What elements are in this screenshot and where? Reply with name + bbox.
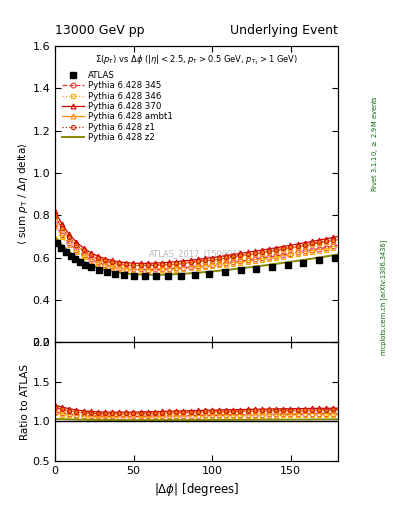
Text: Rivet 3.1.10, $\geq$ 2.9M events: Rivet 3.1.10, $\geq$ 2.9M events bbox=[370, 95, 380, 192]
Text: mcplots.cern.ch [arXiv:1306.3436]: mcplots.cern.ch [arXiv:1306.3436] bbox=[380, 239, 387, 355]
Legend: ATLAS, Pythia 6.428 345, Pythia 6.428 346, Pythia 6.428 370, Pythia 6.428 ambt1,: ATLAS, Pythia 6.428 345, Pythia 6.428 34… bbox=[62, 71, 173, 142]
Y-axis label: $\langle$ sum $p_\mathrm{T}$ / $\Delta\eta$ delta$\rangle$: $\langle$ sum $p_\mathrm{T}$ / $\Delta\e… bbox=[16, 143, 29, 245]
Text: $\Sigma(p_\mathrm{T})$ vs $\Delta\phi$ ($|\eta| < 2.5$, $p_\mathrm{T} > 0.5$ GeV: $\Sigma(p_\mathrm{T})$ vs $\Delta\phi$ (… bbox=[95, 53, 298, 67]
X-axis label: $|\Delta\phi|$ [degrees]: $|\Delta\phi|$ [degrees] bbox=[154, 481, 239, 498]
Text: 13000 GeV pp: 13000 GeV pp bbox=[55, 24, 145, 37]
Y-axis label: Ratio to ATLAS: Ratio to ATLAS bbox=[20, 364, 29, 440]
Text: ATLAS_2017_I1509919: ATLAS_2017_I1509919 bbox=[149, 249, 244, 258]
Text: Underlying Event: Underlying Event bbox=[230, 24, 338, 37]
